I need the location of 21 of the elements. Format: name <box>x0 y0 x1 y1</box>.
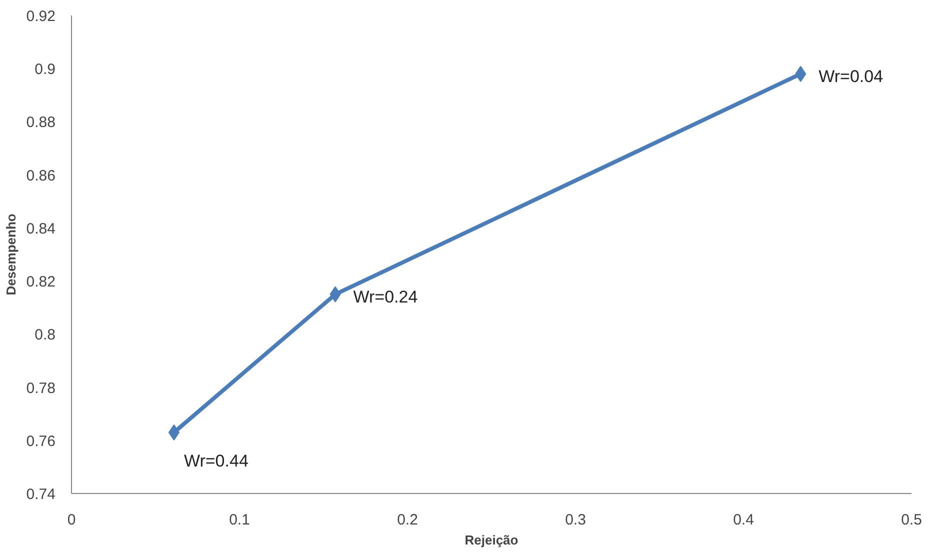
y-tick-label: 0.88 <box>26 114 56 132</box>
x-tick-label: 0 <box>67 512 76 528</box>
y-tick-label: 0.9 <box>34 61 56 78</box>
y-tick-label: 0.8 <box>34 326 56 344</box>
y-tick-label: 0.76 <box>26 432 56 450</box>
x-axis-title: Rejeição <box>464 532 518 548</box>
y-tick-label: 0.92 <box>26 8 56 25</box>
x-tick-label: 0.5 <box>901 512 922 528</box>
y-tick-label: 0.78 <box>26 380 56 397</box>
y-tick-label: 0.82 <box>26 274 56 291</box>
y-axis-title: Desempenho <box>3 214 18 296</box>
x-tick-label: 0.4 <box>733 512 754 528</box>
x-tick-label: 0.2 <box>397 512 418 528</box>
y-tick-label: 0.74 <box>26 486 56 503</box>
y-tick-label: 0.84 <box>26 220 56 238</box>
annotation: Wr=0.44 <box>184 451 248 470</box>
y-tick-label: 0.86 <box>26 167 56 184</box>
x-tick-label: 0.3 <box>565 512 586 528</box>
annotation: Wr=0.24 <box>353 287 418 306</box>
x-tick-label: 0.1 <box>229 512 250 528</box>
annotation: Wr=0.04 <box>818 66 884 86</box>
